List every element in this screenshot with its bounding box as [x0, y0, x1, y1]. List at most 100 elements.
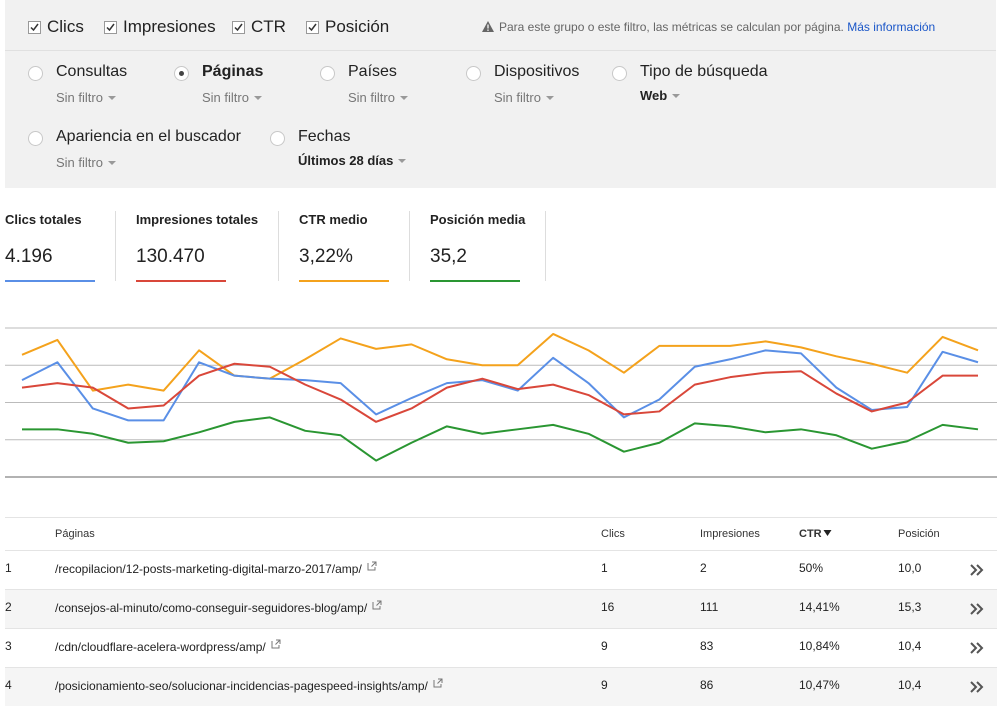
column-header[interactable]: Posición — [898, 528, 940, 540]
radio[interactable] — [28, 66, 43, 81]
checkbox-label: CTR — [251, 17, 286, 36]
radio[interactable] — [320, 66, 335, 81]
metric-label: Impresiones totales — [136, 212, 259, 227]
table-cell: 1 — [5, 561, 12, 575]
cell-text: 4 — [5, 678, 12, 692]
chart — [5, 327, 997, 478]
notice: Para este grupo o este filtro, las métri… — [482, 20, 935, 34]
group-sub[interactable]: Sin filtro — [202, 90, 262, 105]
external-link-icon[interactable] — [372, 600, 382, 610]
radio[interactable] — [466, 66, 481, 81]
metric-label: Posición media — [430, 212, 526, 227]
table-cell: 50% — [799, 561, 823, 575]
checkbox-label: Posición — [325, 17, 390, 36]
cell-text: 9 — [601, 639, 608, 653]
table-cell: 10,4 — [898, 639, 921, 653]
table-row[interactable] — [5, 667, 997, 706]
series-line — [21, 349, 979, 422]
table-cell[interactable]: /cdn/cloudflare-acelera-wordpress/amp/ — [55, 639, 281, 654]
group-sub-text: Sin filtro — [56, 90, 103, 105]
row-chevron[interactable] — [969, 602, 985, 616]
table-row[interactable] — [5, 550, 997, 589]
table-cell: 14,41% — [799, 600, 840, 614]
radio[interactable] — [270, 131, 285, 146]
cell-text: 15,3 — [898, 600, 922, 614]
cell-text: 2 — [5, 600, 12, 614]
external-link-icon[interactable] — [271, 639, 281, 649]
row-chevron[interactable] — [969, 563, 985, 577]
filter-bar: Clics Impresiones CTR Posición Para este… — [5, 0, 996, 188]
external-link-icon[interactable] — [433, 678, 443, 688]
table-cell: 15,3 — [898, 600, 921, 614]
more-info-link[interactable]: Más información — [847, 20, 936, 34]
table-cell[interactable]: /recopilacion/12-posts-marketing-digital… — [55, 561, 377, 576]
group-label[interactable]: Consultas — [56, 63, 128, 80]
metric-value: 35,2 — [430, 246, 467, 267]
row-chevron[interactable] — [969, 641, 985, 655]
metric-label: CTR medio — [299, 212, 368, 227]
table-row[interactable] — [5, 628, 997, 667]
metric-checkbox[interactable]: Clics — [28, 17, 84, 37]
cell-text: 9 — [601, 678, 608, 692]
metric-underline — [5, 280, 95, 282]
group-sub[interactable]: Web — [640, 88, 681, 103]
cell-text: 50% — [799, 561, 824, 575]
group-sub-text: Sin filtro — [56, 155, 103, 170]
cell-text: 10,84% — [799, 639, 840, 653]
column-header[interactable]: Páginas — [55, 528, 95, 540]
group-label[interactable]: Fechas — [298, 128, 351, 145]
cell-text: 16 — [601, 600, 615, 614]
series-line — [21, 332, 979, 392]
cell-text: /recopilacion/12-posts-marketing-digital… — [55, 562, 362, 576]
metric-checkbox[interactable]: CTR — [232, 17, 286, 37]
table-cell[interactable]: /consejos-al-minuto/como-conseguir-segui… — [55, 600, 382, 615]
group-label[interactable]: Apariencia en el buscador — [56, 128, 242, 145]
group-sub[interactable]: Sin filtro — [348, 90, 408, 105]
metric-underline — [430, 280, 520, 282]
table-row[interactable] — [5, 589, 997, 628]
divider — [409, 211, 410, 281]
table-cell: 10,4 — [898, 678, 921, 692]
notice-text: Para este grupo o este filtro, las métri… — [499, 20, 844, 34]
external-link-icon[interactable] — [367, 561, 377, 571]
group-label[interactable]: Páginas — [202, 63, 264, 80]
radio[interactable] — [174, 66, 189, 81]
cell-text: 111 — [700, 600, 719, 614]
group-sub[interactable]: Últimos 28 días — [298, 153, 407, 168]
cell-text: /consejos-al-minuto/como-conseguir-segui… — [55, 601, 368, 615]
separator — [5, 517, 997, 518]
table-cell[interactable]: /posicionamiento-seo/solucionar-incidenc… — [55, 678, 443, 693]
radio[interactable] — [28, 131, 43, 146]
metric-value: 130.470 — [136, 246, 205, 267]
cell-text: 10,47% — [799, 678, 840, 692]
group-sub[interactable]: Sin filtro — [56, 90, 116, 105]
series-line — [21, 362, 978, 423]
column-header[interactable]: Impresiones — [700, 528, 760, 540]
group-label[interactable]: Dispositivos — [494, 63, 580, 80]
group-sub-text: Sin filtro — [348, 90, 395, 105]
group-sub[interactable]: Sin filtro — [494, 90, 554, 105]
table-cell: 4 — [5, 678, 12, 692]
checkbox-label: Clics — [47, 17, 84, 36]
table-cell: 1 — [601, 561, 608, 575]
divider — [115, 211, 116, 281]
group-label[interactable]: Tipo de búsqueda — [640, 63, 768, 80]
group-sub[interactable]: Sin filtro — [56, 155, 116, 170]
group-label[interactable]: Países — [348, 63, 397, 80]
cell-text: 3 — [5, 639, 12, 653]
table-cell: 83 — [700, 639, 713, 653]
table-cell: 16 — [601, 600, 614, 614]
row-chevron[interactable] — [969, 680, 985, 694]
radio[interactable] — [612, 66, 627, 81]
cell-text: /cdn/cloudflare-acelera-wordpress/amp/ — [55, 640, 266, 654]
column-header-text: CTR — [799, 528, 822, 540]
column-header[interactable]: CTR — [799, 528, 832, 540]
metric-value: 4.196 — [5, 246, 53, 267]
metric-checkbox[interactable]: Posición — [306, 17, 389, 37]
column-header[interactable]: Clics — [601, 528, 625, 540]
checkbox-label: Impresiones — [123, 17, 216, 36]
cell-text: /posicionamiento-seo/solucionar-incidenc… — [55, 679, 428, 693]
series-line — [22, 416, 979, 462]
metric-checkbox[interactable]: Impresiones — [104, 17, 216, 37]
